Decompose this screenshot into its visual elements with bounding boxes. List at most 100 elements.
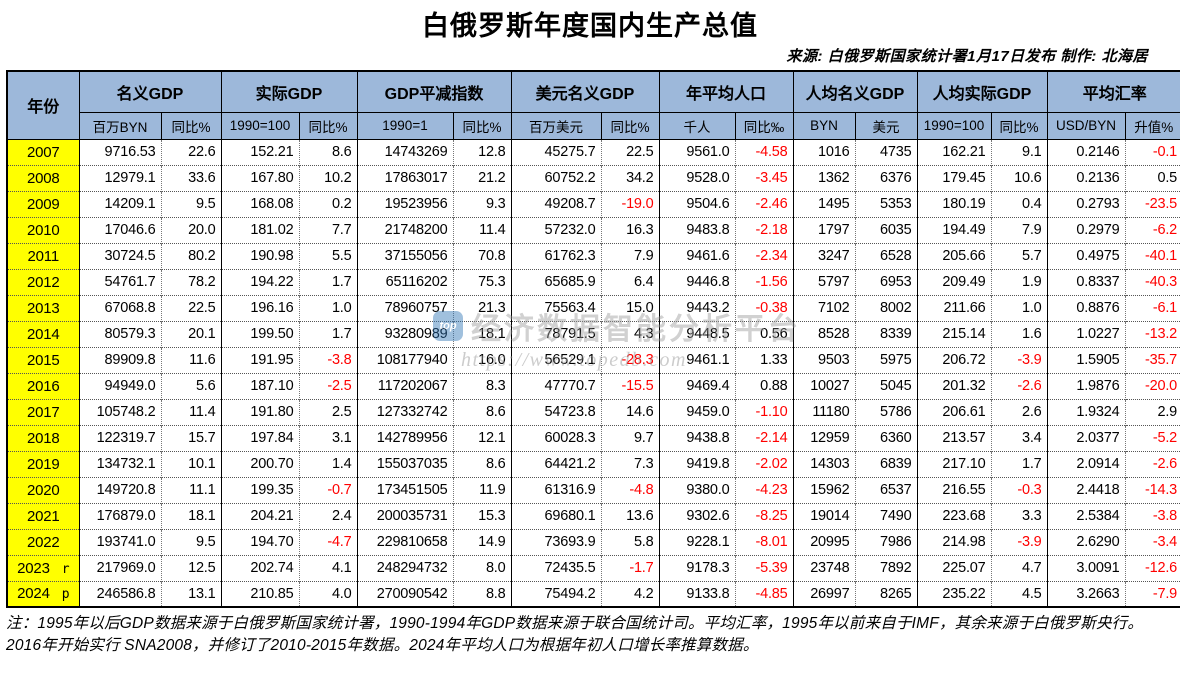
data-cell: 201.32 <box>916 372 992 399</box>
data-cell: 5786 <box>854 398 918 425</box>
data-cell: 12.8 <box>452 138 511 165</box>
data-cell: 149720.8 <box>78 476 161 503</box>
data-cell: 152.21 <box>220 138 299 165</box>
column-subheader-6-1: 同比% <box>990 111 1048 140</box>
data-cell: 190.98 <box>220 242 299 269</box>
data-cell: 18.1 <box>452 320 511 347</box>
data-cell: 142789956 <box>356 424 453 451</box>
year-cell: 2011 <box>7 242 79 269</box>
data-cell: 8.0 <box>452 554 511 581</box>
data-cell: 23748 <box>792 554 856 581</box>
year-cell: 2013 <box>7 294 79 321</box>
table-row: 2007 9716.53 22.6 152.21 8.6 14743269 12.8 4527… <box>7 138 1180 165</box>
data-cell: -5.39 <box>734 554 794 581</box>
data-cell: 57232.0 <box>510 216 601 243</box>
data-cell: 0.2136 <box>1046 164 1126 191</box>
data-cell: 10.1 <box>160 450 221 477</box>
data-cell: 173451505 <box>356 476 453 503</box>
data-cell: -12.6 <box>1124 554 1180 581</box>
data-cell: 200.70 <box>220 450 299 477</box>
footnote: 注：1995年以后GDP数据来源于白俄罗斯国家统计署，1990-1994年GDP… <box>6 615 1144 655</box>
table-row: 2008 12979.1 33.6 167.80 10.2 17863017 21.2 607… <box>7 164 1180 191</box>
data-cell: 9133.8 <box>658 580 735 607</box>
data-cell: 80579.3 <box>78 320 161 347</box>
data-cell: -4.23 <box>734 476 794 503</box>
data-cell: 191.95 <box>220 346 299 373</box>
data-cell: 94949.0 <box>78 372 161 399</box>
data-cell: 15.0 <box>600 294 659 321</box>
data-cell: 0.4 <box>990 190 1048 217</box>
table-row: 2016 94949.0 5.6 187.10 -2.5 117202067 8.3 4777… <box>7 372 1180 399</box>
column-subheader-5-1: 美元 <box>854 111 918 140</box>
data-cell: 214.98 <box>916 528 992 555</box>
data-cell: 37155056 <box>356 242 453 269</box>
data-cell: 0.8337 <box>1046 268 1126 295</box>
data-cell: 16.0 <box>452 346 511 373</box>
data-cell: -2.46 <box>734 190 794 217</box>
data-cell: 9.5 <box>160 528 221 555</box>
source-line: 来源: 白俄罗斯国家统计署1月17日发布 制作: 北海居 <box>786 48 1148 65</box>
data-cell: 75494.2 <box>510 580 601 607</box>
data-cell: 9446.8 <box>658 268 735 295</box>
data-cell: 9.5 <box>160 190 221 217</box>
data-cell: 155037035 <box>356 450 453 477</box>
data-cell: -2.6 <box>990 372 1048 399</box>
data-cell: 9.1 <box>990 138 1048 165</box>
data-cell: 75.3 <box>452 268 511 295</box>
data-cell: 1.0227 <box>1046 320 1126 347</box>
data-cell: 9380.0 <box>658 476 735 503</box>
table-row: 2018 122319.7 15.7 197.84 3.1 142789956 12.1 60… <box>7 424 1180 451</box>
year-cell: 2010 <box>7 216 79 243</box>
data-cell: 200035731 <box>356 502 453 529</box>
data-cell: 54723.8 <box>510 398 601 425</box>
data-cell: 194.49 <box>916 216 992 243</box>
data-cell: 105748.2 <box>78 398 161 425</box>
data-cell: 1.0 <box>990 294 1048 321</box>
data-cell: 6528 <box>854 242 918 269</box>
data-cell: 199.50 <box>220 320 299 347</box>
data-cell: 179.45 <box>916 164 992 191</box>
data-cell: 217.10 <box>916 450 992 477</box>
column-subheader-4-0: 千人 <box>658 111 736 140</box>
data-cell: 20.1 <box>160 320 221 347</box>
data-cell: 134732.1 <box>78 450 161 477</box>
year-cell: 2014 <box>7 320 79 347</box>
data-cell: -23.5 <box>1124 190 1180 217</box>
data-cell: 6953 <box>854 268 918 295</box>
column-subheader-1-0: 1990=100 <box>220 111 300 140</box>
data-cell: 162.21 <box>916 138 992 165</box>
table-row: 2019 134732.1 10.1 200.70 1.4 155037035 8.6 644… <box>7 450 1180 477</box>
column-group-header-1: 实际GDP <box>220 70 358 113</box>
data-cell: 78960757 <box>356 294 453 321</box>
data-cell: 199.35 <box>220 476 299 503</box>
data-cell: 78791.5 <box>510 320 601 347</box>
data-cell: 194.22 <box>220 268 299 295</box>
data-cell: 196.16 <box>220 294 299 321</box>
data-cell: 22.5 <box>160 294 221 321</box>
data-cell: 3.4 <box>990 424 1048 451</box>
data-cell: 13.1 <box>160 580 221 607</box>
data-cell: 1.4 <box>298 450 357 477</box>
table-row: 2017 105748.2 11.4 191.80 2.5 127332742 8.6 547… <box>7 398 1180 425</box>
data-cell: 1.7 <box>990 450 1048 477</box>
data-cell: 9504.6 <box>658 190 735 217</box>
data-cell: 1495 <box>792 190 856 217</box>
data-cell: 14303 <box>792 450 856 477</box>
data-cell: 9459.0 <box>658 398 735 425</box>
data-cell: 26997 <box>792 580 856 607</box>
data-cell: 9.3 <box>452 190 511 217</box>
data-cell: -1.10 <box>734 398 794 425</box>
column-subheader-7-1: 升值% <box>1124 111 1180 140</box>
data-cell: 248294732 <box>356 554 453 581</box>
data-cell: 0.56 <box>734 320 794 347</box>
data-cell: 0.2146 <box>1046 138 1126 165</box>
data-cell: 17046.6 <box>78 216 161 243</box>
data-cell: 9461.6 <box>658 242 735 269</box>
data-cell: -0.1 <box>1124 138 1180 165</box>
data-cell: 7892 <box>854 554 918 581</box>
data-cell: 22.6 <box>160 138 221 165</box>
data-cell: 9503 <box>792 346 856 373</box>
column-group-header-0: 名义GDP <box>78 70 222 113</box>
data-cell: 7490 <box>854 502 918 529</box>
data-cell: 2.0377 <box>1046 424 1126 451</box>
